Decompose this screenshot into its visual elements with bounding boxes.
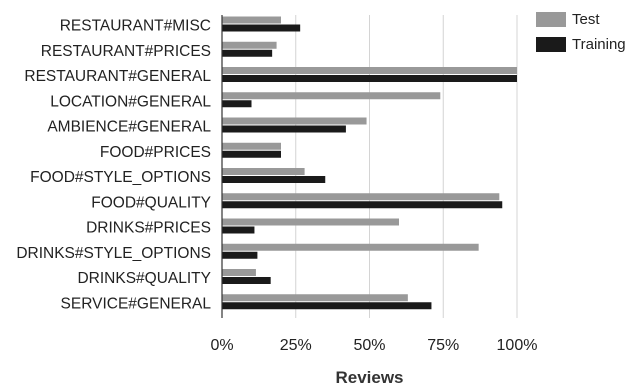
category-label: SERVICE#GENERAL — [61, 295, 212, 312]
category-label: DRINKS#STYLE_OPTIONS — [16, 245, 211, 262]
category-label: RESTAURANT#GENERAL — [24, 68, 211, 85]
legend-label-test: Test — [572, 11, 600, 28]
x-tick-label: 100% — [497, 337, 538, 354]
bar-training-2 — [222, 75, 517, 82]
category-label: DRINKS#QUALITY — [77, 270, 211, 287]
category-label: FOOD#STYLE_OPTIONS — [30, 169, 211, 186]
legend-label-training: Training — [572, 36, 626, 53]
bar-test-10 — [222, 269, 256, 276]
bar-training-1 — [222, 49, 273, 57]
category-label: DRINKS#PRICES — [86, 220, 211, 237]
bar-training-9 — [222, 251, 258, 259]
category-label: FOOD#PRICES — [100, 144, 211, 161]
legend: Test Training — [536, 11, 626, 53]
bar-test-0 — [222, 16, 281, 24]
bar-training-10 — [222, 277, 271, 284]
bar-training-8 — [222, 226, 255, 234]
x-tick-label: 75% — [427, 337, 459, 354]
bars — [222, 16, 517, 310]
category-label: RESTAURANT#PRICES — [41, 43, 211, 60]
category-label: AMBIENCE#GENERAL — [47, 119, 211, 136]
legend-swatch-test — [536, 12, 566, 27]
x-tick-labels: 0% 25% 50% 75% 100% — [210, 337, 537, 354]
bar-training-7 — [222, 201, 503, 209]
category-label: LOCATION#GENERAL — [50, 93, 211, 110]
category-label: FOOD#QUALITY — [91, 194, 211, 211]
bar-test-6 — [222, 168, 305, 175]
bar-test-8 — [222, 218, 399, 226]
x-axis-label: Reviews — [335, 368, 403, 386]
bar-test-11 — [222, 294, 408, 302]
bar-training-4 — [222, 125, 346, 133]
bar-test-5 — [222, 142, 281, 150]
bar-training-3 — [222, 100, 252, 108]
bar-test-1 — [222, 41, 277, 49]
category-labels: RESTAURANT#MISC RESTAURANT#PRICES RESTAURA… — [16, 18, 211, 313]
bar-training-11 — [222, 302, 432, 310]
category-label: RESTAURANT#MISC — [60, 18, 211, 35]
grid-lines — [295, 15, 518, 318]
bar-test-3 — [222, 92, 441, 100]
bar-training-6 — [222, 176, 326, 183]
x-tick-label: 0% — [210, 337, 233, 354]
bar-test-4 — [222, 117, 367, 125]
bar-test-7 — [222, 193, 500, 201]
x-tick-label: 50% — [353, 337, 385, 354]
legend-swatch-training — [536, 37, 566, 52]
bar-test-9 — [222, 243, 479, 251]
bar-training-5 — [222, 150, 281, 158]
bar-test-2 — [222, 67, 517, 74]
x-tick-label: 25% — [280, 337, 312, 354]
bar-training-0 — [222, 24, 301, 32]
